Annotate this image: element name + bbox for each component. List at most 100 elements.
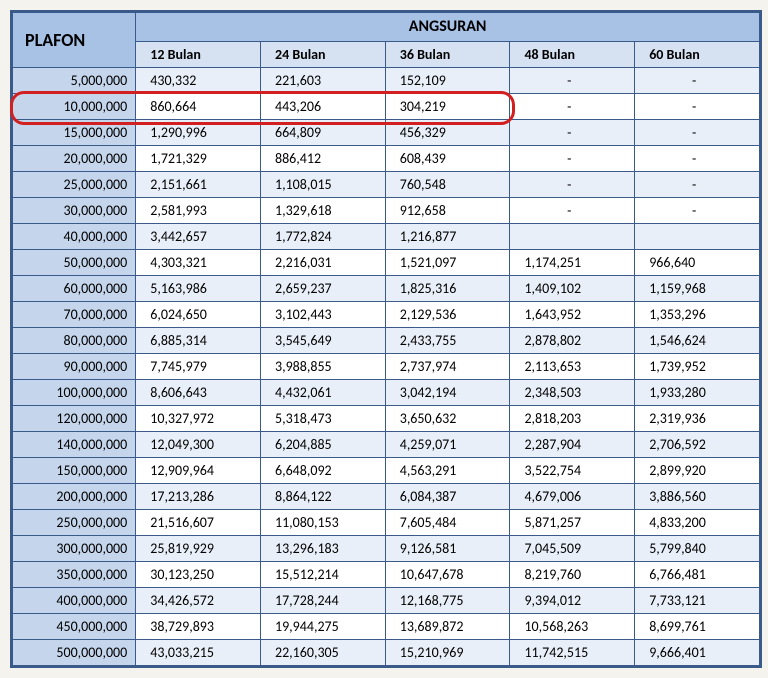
- value-cell: 30,123,250: [136, 562, 261, 588]
- value-cell: 221,603: [260, 68, 385, 94]
- value-cell: 304,219: [385, 94, 510, 120]
- table-row: 40,000,0003,442,6571,772,8241,216,877: [13, 224, 760, 250]
- value-cell: 2,348,503: [510, 380, 635, 406]
- value-cell: 11,742,515: [510, 640, 635, 666]
- value-cell: -: [510, 68, 635, 94]
- table-row: 120,000,00010,327,9725,318,4733,650,6322…: [13, 406, 760, 432]
- value-cell: [510, 224, 635, 250]
- table-row: 450,000,00038,729,89319,944,27513,689,87…: [13, 614, 760, 640]
- value-cell: 7,745,979: [136, 354, 261, 380]
- value-cell: 1,933,280: [635, 380, 760, 406]
- value-cell: 1,159,968: [635, 276, 760, 302]
- table-row: 70,000,0006,024,6503,102,4432,129,5361,6…: [13, 302, 760, 328]
- value-cell: 860,664: [136, 94, 261, 120]
- value-cell: 3,442,657: [136, 224, 261, 250]
- plafon-cell: 60,000,000: [13, 276, 136, 302]
- value-cell: 6,204,885: [260, 432, 385, 458]
- value-cell: 13,689,872: [385, 614, 510, 640]
- plafon-cell: 30,000,000: [13, 198, 136, 224]
- header-plafon: PLAFON: [13, 13, 136, 68]
- value-cell: -: [510, 94, 635, 120]
- value-cell: -: [510, 172, 635, 198]
- value-cell: 9,394,012: [510, 588, 635, 614]
- value-cell: [635, 224, 760, 250]
- table-row: 200,000,00017,213,2868,864,1226,084,3874…: [13, 484, 760, 510]
- value-cell: 8,606,643: [136, 380, 261, 406]
- value-cell: 15,512,214: [260, 562, 385, 588]
- value-cell: 1,546,624: [635, 328, 760, 354]
- value-cell: 4,303,321: [136, 250, 261, 276]
- value-cell: 3,988,855: [260, 354, 385, 380]
- value-cell: 6,766,481: [635, 562, 760, 588]
- value-cell: 2,216,031: [260, 250, 385, 276]
- value-cell: 2,878,802: [510, 328, 635, 354]
- value-cell: 4,833,200: [635, 510, 760, 536]
- value-cell: 10,568,263: [510, 614, 635, 640]
- value-cell: 2,737,974: [385, 354, 510, 380]
- plafon-cell: 15,000,000: [13, 120, 136, 146]
- value-cell: 7,045,509: [510, 536, 635, 562]
- value-cell: 1,739,952: [635, 354, 760, 380]
- col-12: 12 Bulan: [136, 42, 261, 68]
- value-cell: 5,871,257: [510, 510, 635, 536]
- value-cell: 15,210,969: [385, 640, 510, 666]
- plafon-cell: 40,000,000: [13, 224, 136, 250]
- value-cell: 21,516,607: [136, 510, 261, 536]
- value-cell: 4,563,291: [385, 458, 510, 484]
- plafon-cell: 500,000,000: [13, 640, 136, 666]
- value-cell: 10,327,972: [136, 406, 261, 432]
- plafon-cell: 100,000,000: [13, 380, 136, 406]
- plafon-cell: 450,000,000: [13, 614, 136, 640]
- table-row: 60,000,0005,163,9862,659,2371,825,3161,4…: [13, 276, 760, 302]
- value-cell: 11,080,153: [260, 510, 385, 536]
- table-row: 100,000,0008,606,6434,432,0613,042,1942,…: [13, 380, 760, 406]
- value-cell: 1,772,824: [260, 224, 385, 250]
- value-cell: 22,160,305: [260, 640, 385, 666]
- value-cell: 9,126,581: [385, 536, 510, 562]
- table-row: 50,000,0004,303,3212,216,0311,521,0971,1…: [13, 250, 760, 276]
- value-cell: 152,109: [385, 68, 510, 94]
- value-cell: 25,819,929: [136, 536, 261, 562]
- installment-table: PLAFON ANGSURAN 12 Bulan 24 Bulan 36 Bul…: [12, 12, 760, 666]
- plafon-cell: 300,000,000: [13, 536, 136, 562]
- value-cell: 2,899,920: [635, 458, 760, 484]
- value-cell: -: [635, 198, 760, 224]
- table-row: 500,000,00043,033,21522,160,30515,210,96…: [13, 640, 760, 666]
- value-cell: 966,640: [635, 250, 760, 276]
- plafon-cell: 70,000,000: [13, 302, 136, 328]
- col-60: 60 Bulan: [635, 42, 760, 68]
- header-angsuran: ANGSURAN: [136, 13, 760, 42]
- value-cell: 3,545,649: [260, 328, 385, 354]
- value-cell: 608,439: [385, 146, 510, 172]
- value-cell: 10,647,678: [385, 562, 510, 588]
- value-cell: 2,706,592: [635, 432, 760, 458]
- value-cell: 664,809: [260, 120, 385, 146]
- table-row: 20,000,0001,721,329886,412608,439--: [13, 146, 760, 172]
- value-cell: -: [635, 120, 760, 146]
- value-cell: 4,259,071: [385, 432, 510, 458]
- plafon-cell: 90,000,000: [13, 354, 136, 380]
- value-cell: 2,659,237: [260, 276, 385, 302]
- value-cell: 4,432,061: [260, 380, 385, 406]
- value-cell: 4,679,006: [510, 484, 635, 510]
- value-cell: 2,113,653: [510, 354, 635, 380]
- value-cell: -: [635, 146, 760, 172]
- value-cell: 8,219,760: [510, 562, 635, 588]
- value-cell: 1,290,996: [136, 120, 261, 146]
- table-row: 5,000,000430,332221,603152,109--: [13, 68, 760, 94]
- value-cell: 3,650,632: [385, 406, 510, 432]
- table-row: 300,000,00025,819,92913,296,1839,126,581…: [13, 536, 760, 562]
- plafon-cell: 25,000,000: [13, 172, 136, 198]
- value-cell: 886,412: [260, 146, 385, 172]
- value-cell: 9,666,401: [635, 640, 760, 666]
- plafon-cell: 350,000,000: [13, 562, 136, 588]
- table-row: 150,000,00012,909,9646,648,0924,563,2913…: [13, 458, 760, 484]
- value-cell: 8,699,761: [635, 614, 760, 640]
- table-row: 400,000,00034,426,57217,728,24412,168,77…: [13, 588, 760, 614]
- value-cell: 12,049,300: [136, 432, 261, 458]
- value-cell: 2,287,904: [510, 432, 635, 458]
- plafon-cell: 120,000,000: [13, 406, 136, 432]
- value-cell: 1,409,102: [510, 276, 635, 302]
- plafon-cell: 400,000,000: [13, 588, 136, 614]
- value-cell: 2,129,536: [385, 302, 510, 328]
